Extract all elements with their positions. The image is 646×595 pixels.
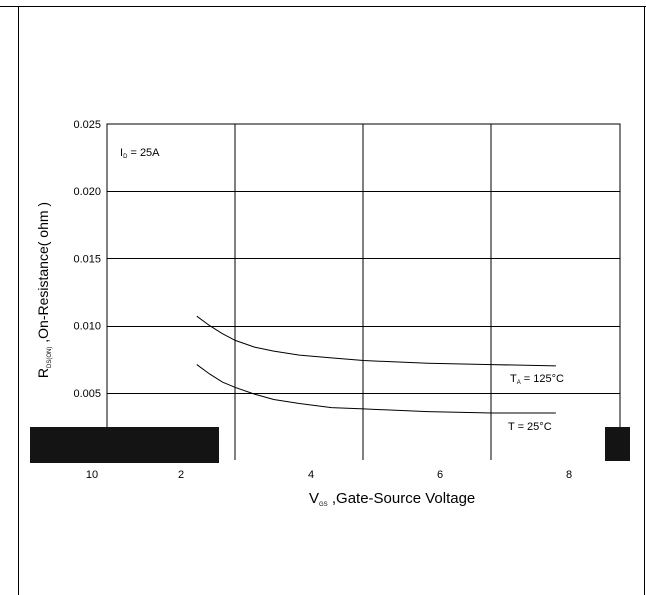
frame-top-border (0, 6, 646, 7)
y-tick-label: 0.025 (73, 119, 101, 131)
tick-labels: 0.025 0.020 0.015 0.010 0.005 10 2 4 6 8 (73, 119, 572, 481)
x-axis-label: VGS ,Gate-Source Voltage (309, 490, 475, 508)
x-tick-label: 10 (86, 469, 98, 481)
annotation-t125: TA = 125°C (510, 373, 564, 386)
annotation-t25: T = 25°C (508, 421, 552, 433)
grid (107, 124, 620, 460)
frame-right-border (644, 6, 645, 595)
plot-frame (106, 123, 621, 460)
series-line-125c (196, 315, 556, 367)
series-layer (196, 315, 556, 414)
y-axis-label: RDS(ON) ,On-Resistance( ohm ) (35, 202, 53, 378)
y-tick-label: 0.015 (73, 253, 101, 265)
black-bar-right (605, 427, 630, 461)
plot-frame-border (106, 123, 621, 460)
y-tick-label: 0.010 (73, 321, 101, 333)
y-tick-label: 0.005 (73, 388, 101, 400)
x-tick-label: 6 (437, 469, 443, 481)
annotation-drain-current: ID = 25A (120, 147, 160, 160)
frame-left-border (18, 6, 19, 595)
x-tick-label: 8 (566, 469, 572, 481)
black-bar-left (30, 427, 219, 463)
y-tick-label: 0.020 (73, 186, 101, 198)
x-tick-label: 4 (308, 469, 314, 481)
series-line-25c (196, 364, 556, 414)
x-tick-label: 2 (178, 469, 184, 481)
